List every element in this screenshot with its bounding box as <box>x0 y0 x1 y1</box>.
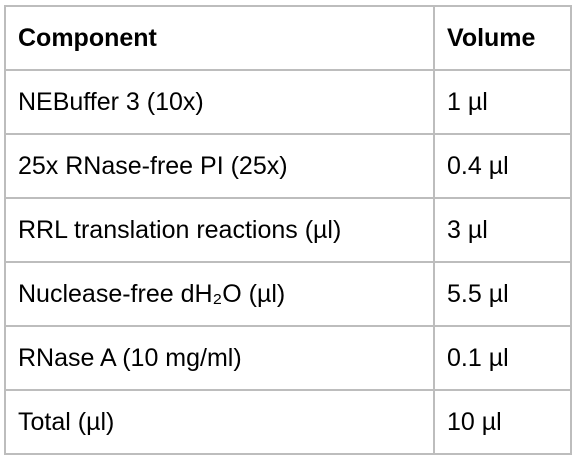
table-row: Total (µl) 10 µl <box>4 389 572 455</box>
table-row: RNase A (10 mg/ml) 0.1 µl <box>4 325 572 391</box>
table-cell: 25x RNase-free PI (25x) <box>4 133 435 199</box>
table-body: NEBuffer 3 (10x) 1 µl 25x RNase-free PI (2… <box>4 69 572 455</box>
table-cell: NEBuffer 3 (10x) <box>4 69 435 135</box>
table-cell: Total (µl) <box>4 389 435 455</box>
table-cell: RNase A (10 mg/ml) <box>4 325 435 391</box>
table-row: NEBuffer 3 (10x) 1 µl <box>4 69 572 135</box>
table-header: Component Volume <box>4 5 572 71</box>
table-row: 25x RNase-free PI (25x) 0.4 µl <box>4 133 572 199</box>
table-cell: 1 µl <box>433 69 572 135</box>
table-cell: RRL translation reactions (µl) <box>4 197 435 263</box>
header-cell: Component <box>4 5 435 71</box>
table-cell: 3 µl <box>433 197 572 263</box>
table-cell: Nuclease-free dH₂O (µl) <box>4 261 435 327</box>
header-cell: Volume <box>433 5 572 71</box>
table-row: Nuclease-free dH₂O (µl) 5.5 µl <box>4 261 572 327</box>
table-cell: 10 µl <box>433 389 572 455</box>
header-row: Component Volume <box>4 5 572 71</box>
table-cell: 0.1 µl <box>433 325 572 391</box>
table: Component Volume NEBuffer 3 (10x) 1 µl 25x… <box>4 5 572 455</box>
table-cell: 5.5 µl <box>433 261 572 327</box>
table-cell: 0.4 µl <box>433 133 572 199</box>
table-row: RRL translation reactions (µl) 3 µl <box>4 197 572 263</box>
